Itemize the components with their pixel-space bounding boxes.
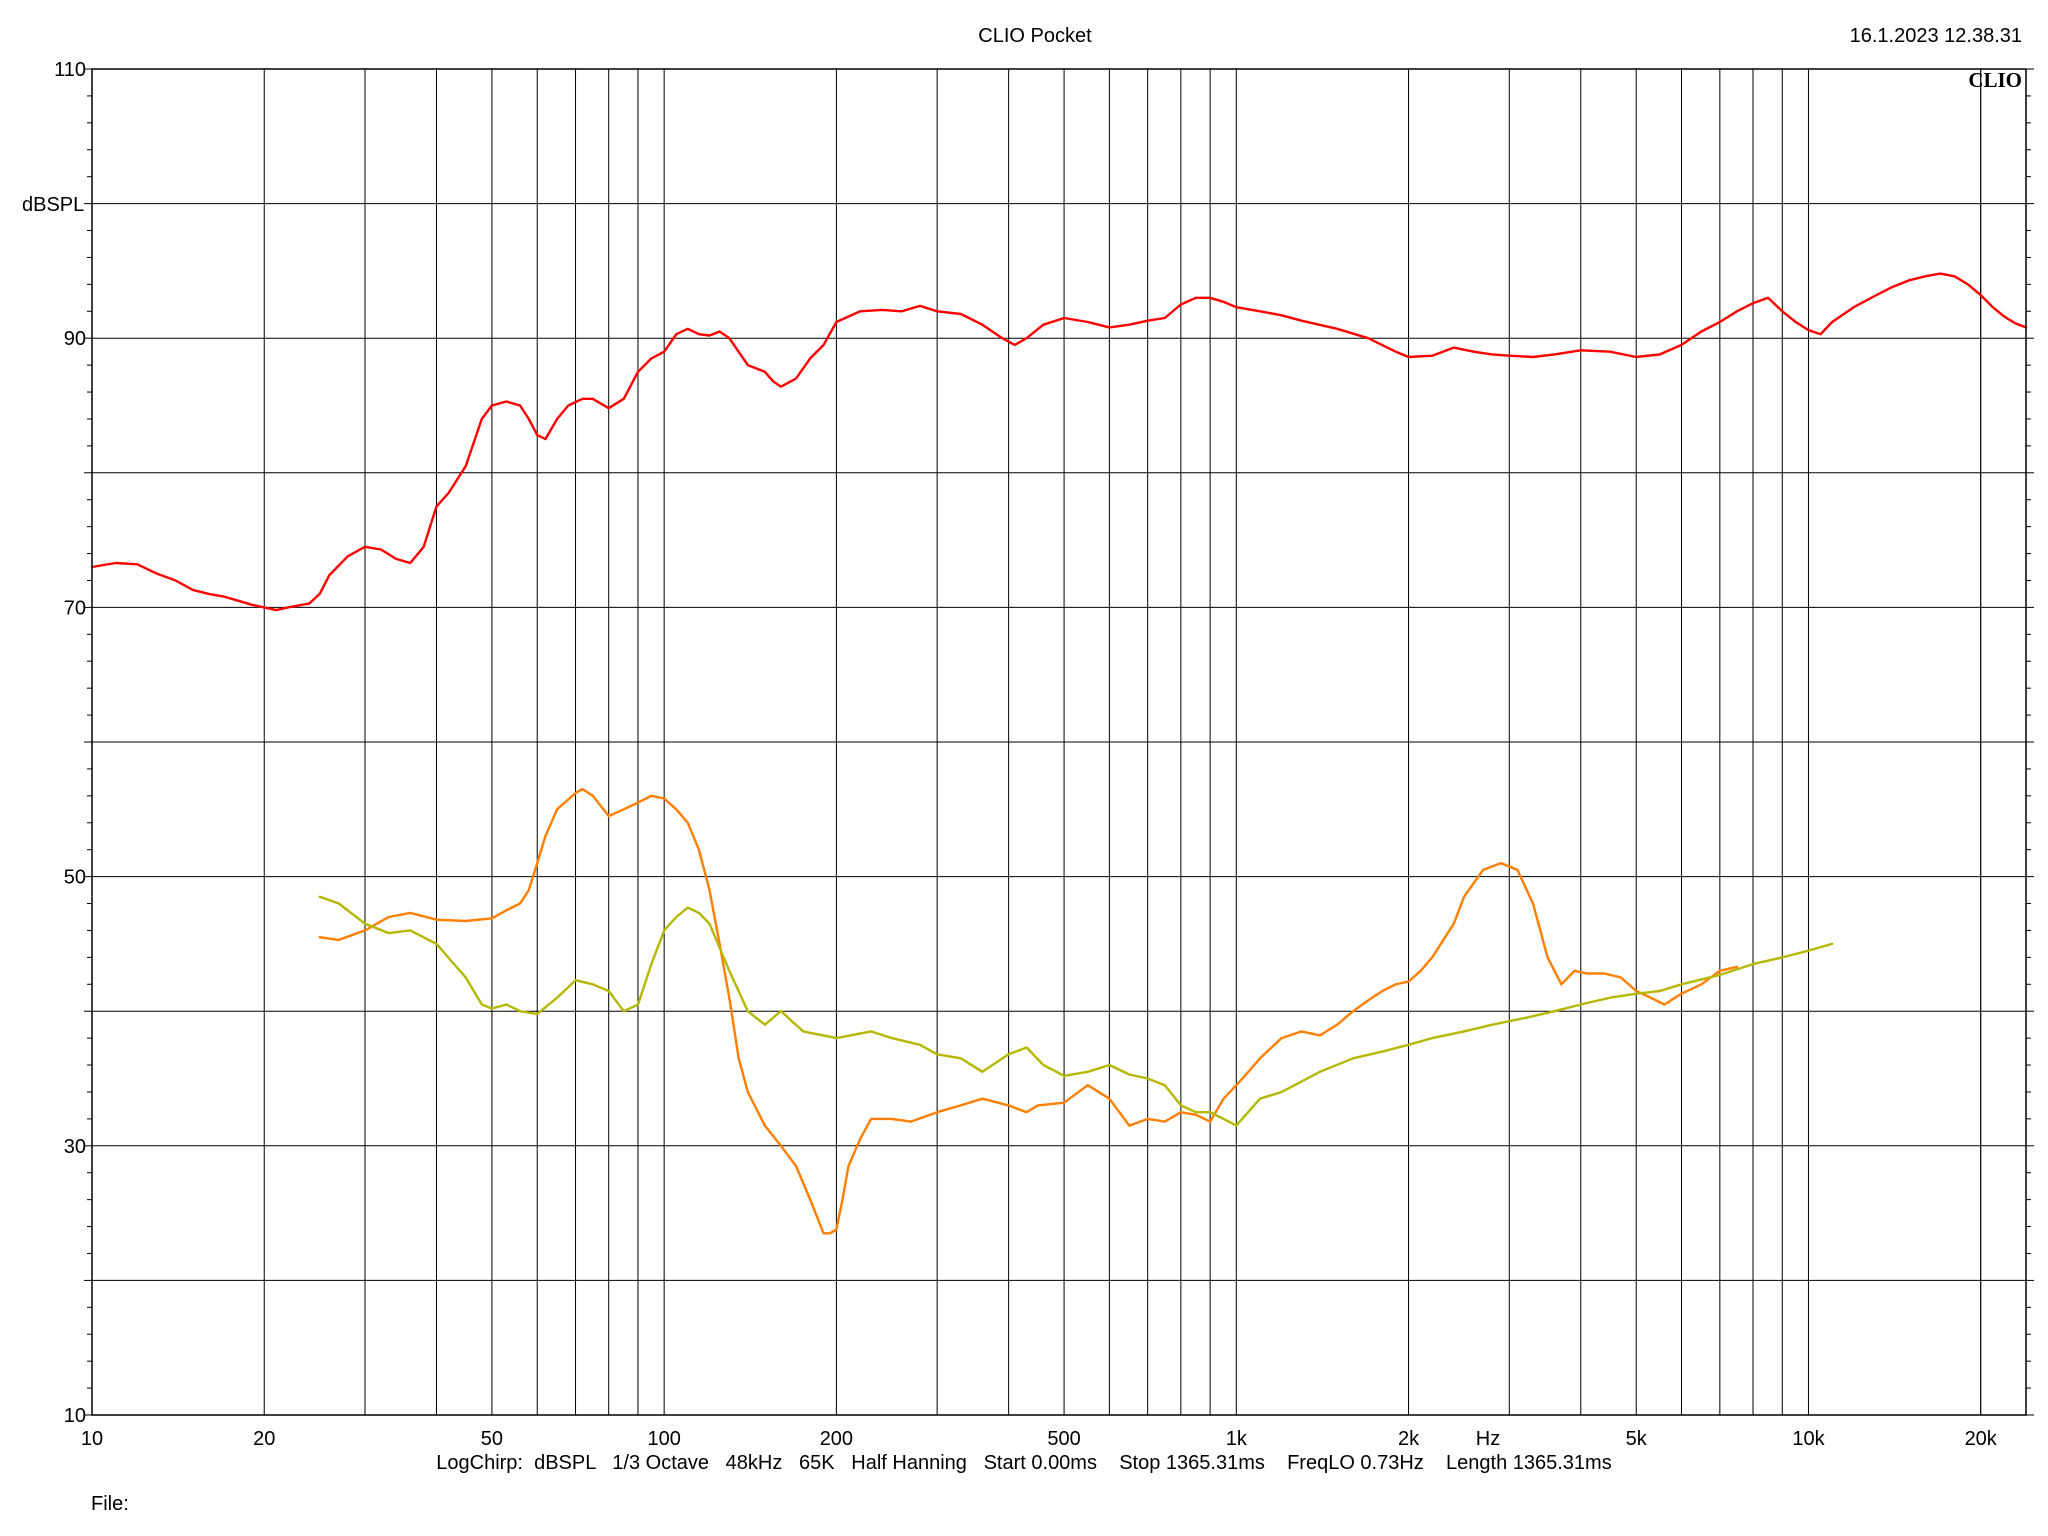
timestamp: 16.1.2023 12.38.31 (1850, 25, 2022, 47)
x-tick-label: 100 (647, 1428, 680, 1450)
chart-title: CLIO Pocket (978, 25, 1092, 47)
x-axis-label: Hz (1476, 1428, 1500, 1450)
series-line-1 (90, 272, 2028, 612)
x-tick-label: 20 (253, 1428, 275, 1450)
y-tick-label: 10 (64, 1405, 86, 1427)
y-axis-label: dBSPL (22, 194, 84, 216)
x-tick-label: 20k (1965, 1428, 1998, 1450)
x-tick-label: 50 (481, 1428, 503, 1450)
y-tick-label: 50 (64, 867, 86, 889)
series-group (90, 272, 2028, 1235)
x-tick-label: 1k (1226, 1428, 1248, 1450)
x-tick-label: 10 (81, 1428, 103, 1450)
x-tick-label: 5k (1626, 1428, 1648, 1450)
y-tick-label: 110 (54, 59, 86, 81)
y-axis-ticks: 10 30 50 70 90 110 (54, 59, 2034, 1427)
x-tick-label: 500 (1047, 1428, 1080, 1450)
y-tick-label: 30 (64, 1136, 86, 1158)
x-axis-ticks: 10 20 50 100 200 500 1k 2k 5k 10k 20k (81, 1428, 1998, 1450)
clio-logo: CLIO (1968, 68, 2022, 92)
x-tick-label: 10k (1792, 1428, 1825, 1450)
series-line-3 (318, 895, 1834, 1127)
file-label: File: (91, 1493, 129, 1515)
y-tick-label: 70 (64, 597, 86, 619)
x-tick-label: 2k (1398, 1428, 1420, 1450)
plot-frame (91, 68, 2027, 1416)
y-tick-label: 90 (64, 328, 86, 350)
chart-grid (92, 69, 2026, 1415)
series-line-2 (318, 787, 1739, 1235)
x-tick-label: 200 (820, 1428, 853, 1450)
measurement-info: LogChirp: dBSPL 1/3 Octave 48kHz 65K Hal… (436, 1452, 1612, 1474)
